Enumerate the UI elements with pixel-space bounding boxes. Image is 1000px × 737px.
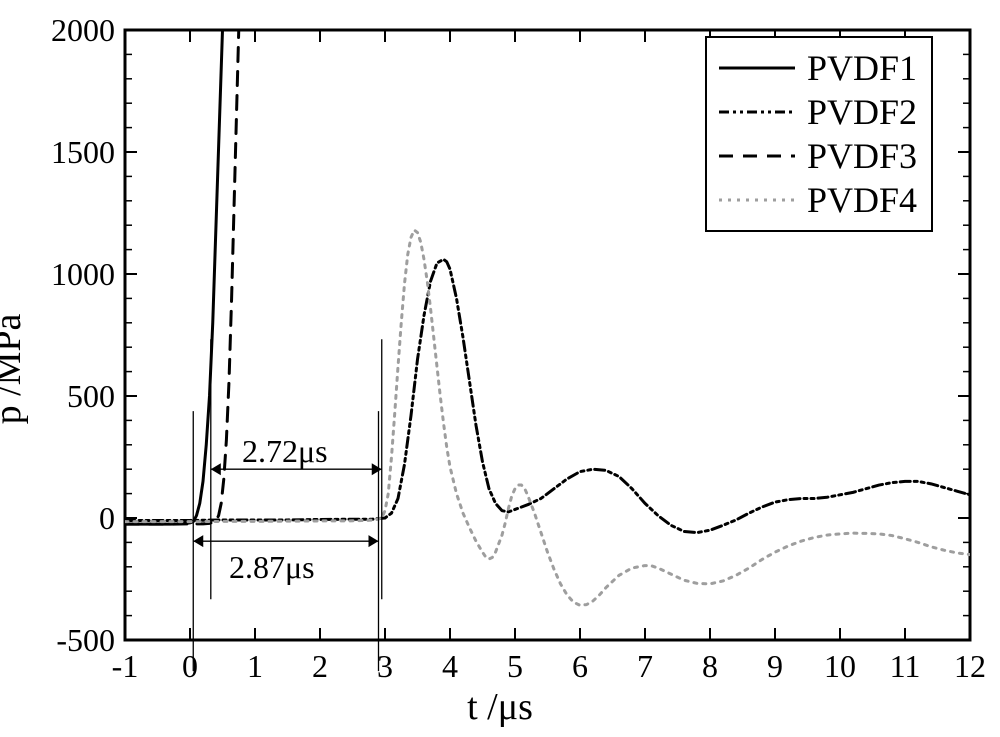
legend-label: PVDF1 [807,47,917,89]
x-tick-label: 3 [360,648,410,685]
x-tick-label: 10 [815,648,865,685]
x-tick-label: 9 [750,648,800,685]
x-tick-label: 0 [165,648,215,685]
annotation-t1: 2.72μs [242,433,328,470]
legend-swatch [717,136,797,176]
legend-label: PVDF2 [807,91,917,133]
legend-item-PVDF3: PVDF3 [717,134,917,178]
legend-label: PVDF3 [807,135,917,177]
x-tick-label: 2 [295,648,345,685]
y-tick-label: 500 [25,378,115,415]
x-tick-label: 6 [555,648,605,685]
legend-swatch [717,180,797,220]
x-tick-label: 4 [425,648,475,685]
y-tick-label: 2000 [25,12,115,49]
legend: PVDF1PVDF2PVDF3PVDF4 [705,36,933,232]
x-tick-label: 8 [685,648,735,685]
x-tick-label: 11 [880,648,930,685]
legend-item-PVDF2: PVDF2 [717,90,917,134]
x-tick-label: 12 [945,648,995,685]
legend-swatch [717,92,797,132]
y-tick-label: 1500 [25,134,115,171]
series-PVDF2 [125,259,970,532]
legend-label: PVDF4 [807,179,917,221]
legend-item-PVDF1: PVDF1 [717,46,917,90]
y-tick-label: 1000 [25,256,115,293]
pressure-time-chart: p /MPa t /μs PVDF1PVDF2PVDF3PVDF4 -10123… [0,0,1000,737]
x-tick-label: 7 [620,648,670,685]
legend-item-PVDF4: PVDF4 [717,178,917,222]
series-PVDF3 [125,0,242,524]
x-tick-label: 1 [230,648,280,685]
y-tick-label: 0 [25,500,115,537]
x-axis-label: t /μs [467,685,533,729]
annotation-t2: 2.87μs [229,549,315,586]
x-tick-label: 5 [490,648,540,685]
legend-swatch [717,48,797,88]
y-tick-label: -500 [25,622,115,659]
